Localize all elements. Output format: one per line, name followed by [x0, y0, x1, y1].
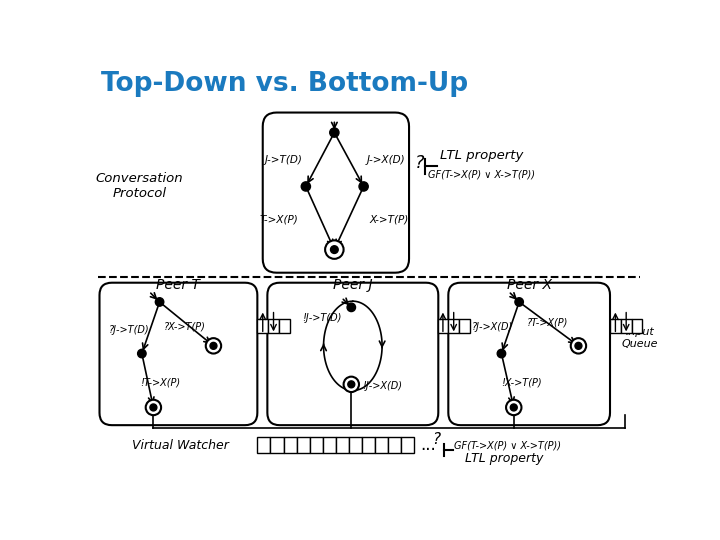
- Bar: [631, 319, 642, 333]
- Text: GF(T->X(P) ∨ X->T(P)): GF(T->X(P) ∨ X->T(P)): [428, 169, 534, 179]
- Bar: [621, 319, 631, 333]
- Text: Peer X: Peer X: [507, 278, 552, 292]
- Bar: [336, 437, 349, 453]
- Circle shape: [359, 182, 368, 191]
- Bar: [610, 319, 621, 333]
- Text: ?T->X(P): ?T->X(P): [527, 318, 568, 328]
- Text: J->T(D): J->T(D): [265, 154, 303, 165]
- Circle shape: [150, 404, 157, 411]
- Circle shape: [348, 381, 355, 388]
- Text: J->X(D): J->X(D): [366, 154, 405, 165]
- Bar: [449, 319, 459, 333]
- Bar: [279, 319, 289, 333]
- Circle shape: [510, 404, 517, 411]
- Circle shape: [330, 246, 338, 253]
- Text: !J->T(D): !J->T(D): [302, 313, 342, 323]
- Text: ?J->X(D): ?J->X(D): [472, 322, 513, 332]
- Bar: [388, 437, 401, 453]
- Text: Peer J: Peer J: [333, 278, 373, 292]
- Text: Top-Down vs. Bottom-Up: Top-Down vs. Bottom-Up: [101, 71, 468, 97]
- Bar: [459, 319, 470, 333]
- Bar: [375, 437, 388, 453]
- Text: ?: ?: [432, 433, 440, 447]
- Bar: [257, 437, 271, 453]
- Circle shape: [343, 377, 359, 392]
- Circle shape: [571, 338, 586, 354]
- Bar: [310, 437, 323, 453]
- Text: X->T(P): X->T(P): [370, 214, 409, 225]
- Text: ?X->T(P): ?X->T(P): [164, 322, 206, 332]
- Text: Peer T: Peer T: [156, 278, 200, 292]
- FancyBboxPatch shape: [99, 283, 257, 425]
- Circle shape: [347, 303, 356, 312]
- Circle shape: [156, 298, 163, 306]
- Bar: [323, 437, 336, 453]
- Bar: [438, 319, 449, 333]
- Bar: [349, 437, 362, 453]
- Circle shape: [138, 349, 146, 358]
- Text: Input
Queue: Input Queue: [622, 327, 658, 349]
- Bar: [257, 319, 268, 333]
- Text: LTL property: LTL property: [440, 149, 523, 162]
- Circle shape: [145, 400, 161, 415]
- FancyBboxPatch shape: [267, 283, 438, 425]
- Circle shape: [498, 349, 505, 358]
- Text: !T->X(P): !T->X(P): [140, 377, 181, 387]
- FancyBboxPatch shape: [263, 112, 409, 273]
- FancyBboxPatch shape: [449, 283, 610, 425]
- Text: !X->T(P): !X->T(P): [501, 377, 542, 387]
- Circle shape: [506, 400, 521, 415]
- Text: ...: ...: [420, 436, 436, 454]
- Circle shape: [575, 342, 582, 349]
- Circle shape: [330, 128, 339, 137]
- Text: ?: ?: [414, 154, 424, 172]
- Bar: [284, 437, 297, 453]
- Circle shape: [206, 338, 221, 354]
- Text: !J->X(D): !J->X(D): [362, 381, 402, 391]
- Bar: [401, 437, 415, 453]
- Bar: [268, 319, 279, 333]
- Circle shape: [325, 240, 343, 259]
- Circle shape: [515, 298, 523, 306]
- Bar: [297, 437, 310, 453]
- Circle shape: [210, 342, 217, 349]
- Text: ?J->T(D): ?J->T(D): [109, 326, 149, 335]
- Bar: [362, 437, 375, 453]
- Bar: [271, 437, 284, 453]
- Text: LTL property: LTL property: [465, 452, 544, 465]
- Text: Virtual Watcher: Virtual Watcher: [132, 438, 229, 451]
- Text: T->X(P): T->X(P): [259, 214, 298, 225]
- Text: Conversation
Protocol: Conversation Protocol: [96, 172, 184, 200]
- Circle shape: [301, 182, 310, 191]
- Text: GF(T->X(P) ∨ X->T(P)): GF(T->X(P) ∨ X->T(P)): [454, 441, 562, 451]
